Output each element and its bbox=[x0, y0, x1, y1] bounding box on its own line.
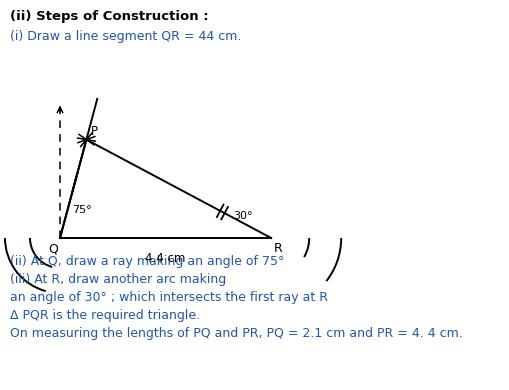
Text: Q: Q bbox=[48, 242, 58, 255]
Text: Δ PQR is the required triangle.: Δ PQR is the required triangle. bbox=[10, 309, 200, 322]
Text: (ii) At Q, draw a ray making an angle of 75°: (ii) At Q, draw a ray making an angle of… bbox=[10, 255, 284, 268]
Text: 75°: 75° bbox=[72, 205, 92, 215]
Text: R: R bbox=[274, 242, 282, 255]
Text: (i) Draw a line segment QR = 44 cm.: (i) Draw a line segment QR = 44 cm. bbox=[10, 30, 241, 43]
Text: 30°: 30° bbox=[233, 211, 252, 221]
Text: an angle of 30° ; which intersects the first ray at R: an angle of 30° ; which intersects the f… bbox=[10, 291, 327, 304]
Text: (ii) Steps of Construction :: (ii) Steps of Construction : bbox=[10, 10, 208, 23]
Text: On measuring the lengths of PQ and PR, PQ = 2.1 cm and PR = 4. 4 cm.: On measuring the lengths of PQ and PR, P… bbox=[10, 327, 462, 340]
Text: (iii) At R, draw another arc making: (iii) At R, draw another arc making bbox=[10, 273, 226, 286]
Text: P: P bbox=[90, 124, 97, 138]
Text: 4.4 cm: 4.4 cm bbox=[145, 252, 185, 265]
